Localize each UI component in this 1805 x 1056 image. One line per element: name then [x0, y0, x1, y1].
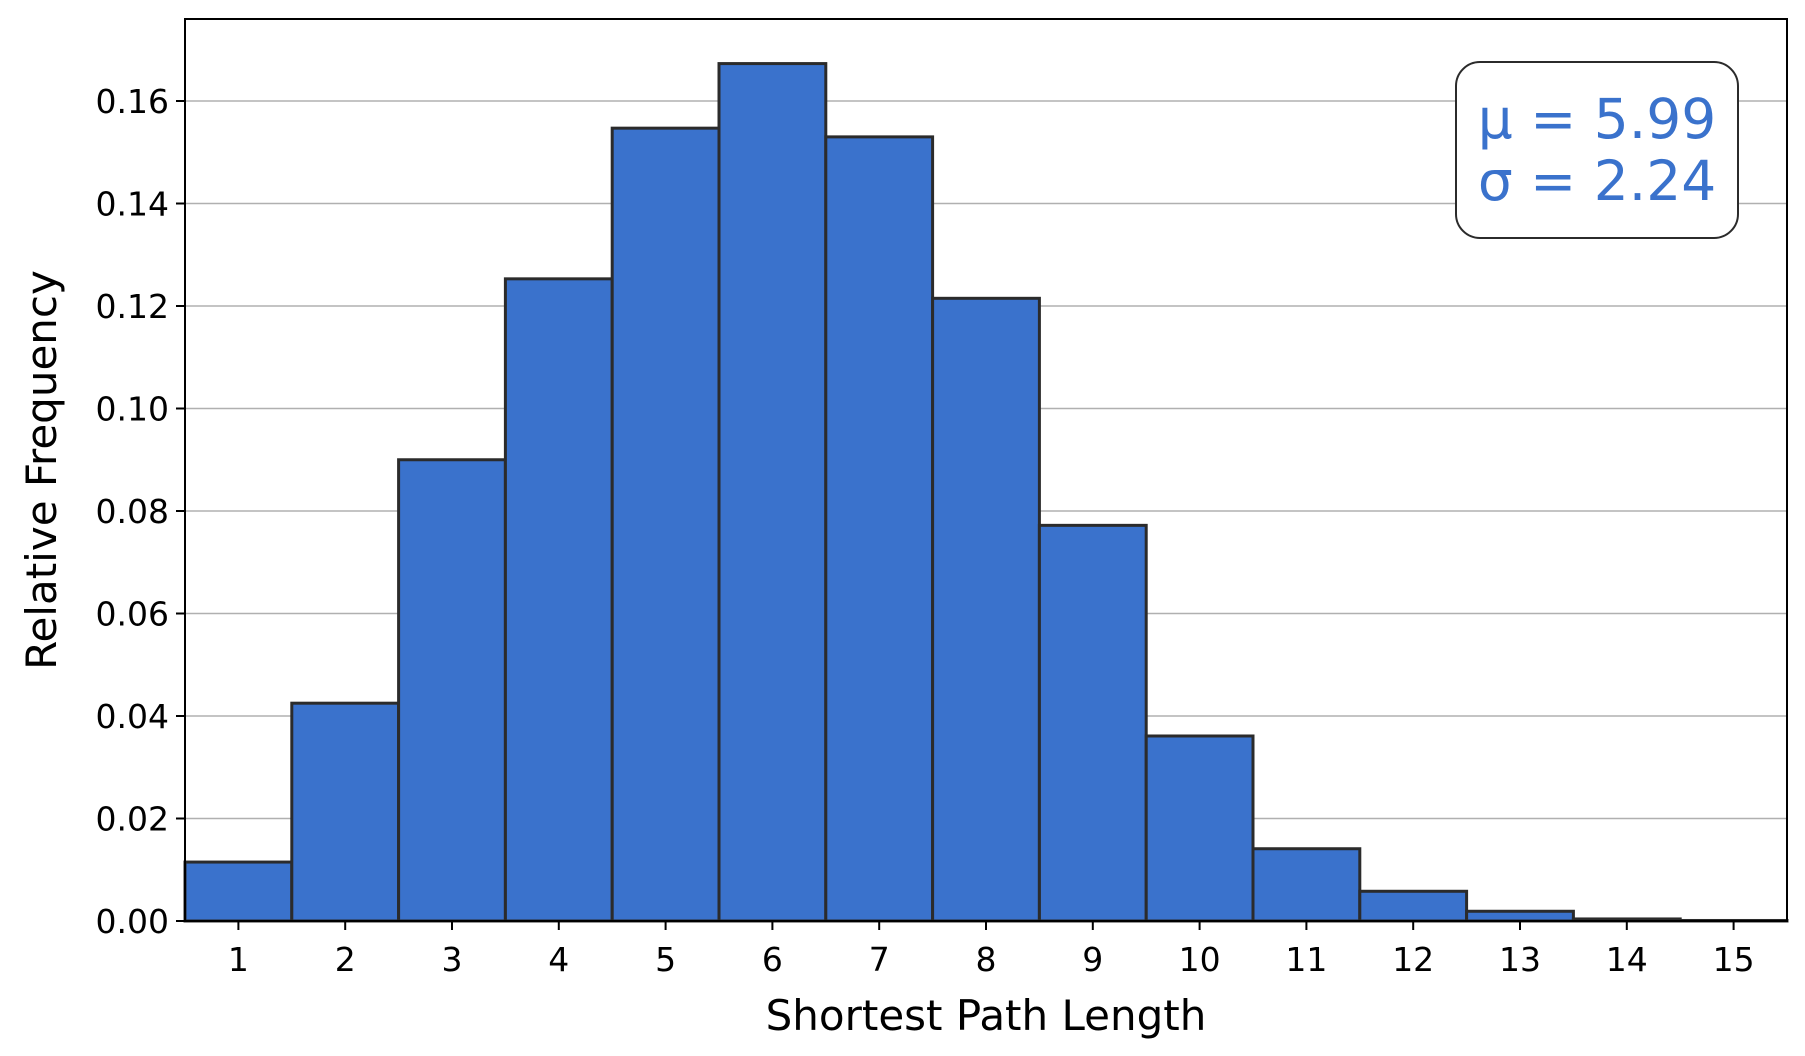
x-tick-label: 3 — [442, 940, 463, 979]
y-tick-label: 0.14 — [96, 185, 169, 224]
bars — [183, 62, 1789, 923]
std-dev-label: σ = 2.24 — [1478, 149, 1716, 213]
x-tick-label: 10 — [1179, 940, 1221, 979]
bar-8 — [931, 296, 1041, 923]
bar-7 — [824, 135, 935, 923]
x-tick-label: 14 — [1606, 940, 1648, 979]
y-axis-title: Relative Frequency — [17, 270, 66, 670]
x-tick-label: 2 — [335, 940, 356, 979]
y-tick-label: 0.04 — [96, 697, 169, 736]
x-tick-label: 7 — [869, 940, 890, 979]
x-tick-label: 1 — [228, 940, 249, 979]
bar-1 — [183, 860, 294, 923]
bar-12 — [1358, 889, 1469, 923]
y-tick-label: 0.00 — [96, 902, 169, 941]
y-tick-label: 0.12 — [96, 287, 169, 326]
bar-13 — [1465, 909, 1575, 923]
bar-2 — [290, 701, 401, 923]
x-axis-title: Shortest Path Length — [766, 991, 1207, 1040]
bar-11 — [1251, 847, 1362, 923]
y-axis-ticks: 0.00 0.02 0.04 0.06 0.08 0.10 0.12 0.14 0.16 — [96, 82, 185, 941]
x-tick-label: 13 — [1499, 940, 1541, 979]
bar-6 — [717, 62, 828, 923]
bar-10 — [1144, 734, 1255, 923]
y-tick-label: 0.02 — [96, 800, 169, 839]
y-tick-label: 0.10 — [96, 390, 169, 429]
bar-3 — [397, 458, 507, 923]
x-axis-ticks: 1 2 3 4 5 6 7 8 9 10 11 12 13 14 15 — [228, 921, 1755, 979]
mean-label: μ = 5.99 — [1478, 87, 1717, 151]
x-tick-label: 15 — [1713, 940, 1755, 979]
bar-9 — [1037, 523, 1148, 923]
x-tick-label: 11 — [1285, 940, 1327, 979]
bar-4 — [503, 277, 614, 923]
x-tick-label: 12 — [1392, 940, 1434, 979]
x-tick-label: 4 — [548, 940, 569, 979]
bar-5 — [610, 126, 721, 923]
x-tick-label: 9 — [1082, 940, 1103, 979]
x-tick-label: 5 — [655, 940, 676, 979]
stats-box-frame — [1455, 61, 1739, 239]
stats-annotation-box: μ = 5.99 σ = 2.24 — [1455, 61, 1739, 239]
y-tick-label: 0.06 — [96, 595, 169, 634]
y-tick-label: 0.16 — [96, 82, 169, 121]
x-tick-label: 6 — [762, 940, 783, 979]
x-tick-label: 8 — [976, 940, 997, 979]
y-tick-label: 0.08 — [96, 492, 169, 531]
